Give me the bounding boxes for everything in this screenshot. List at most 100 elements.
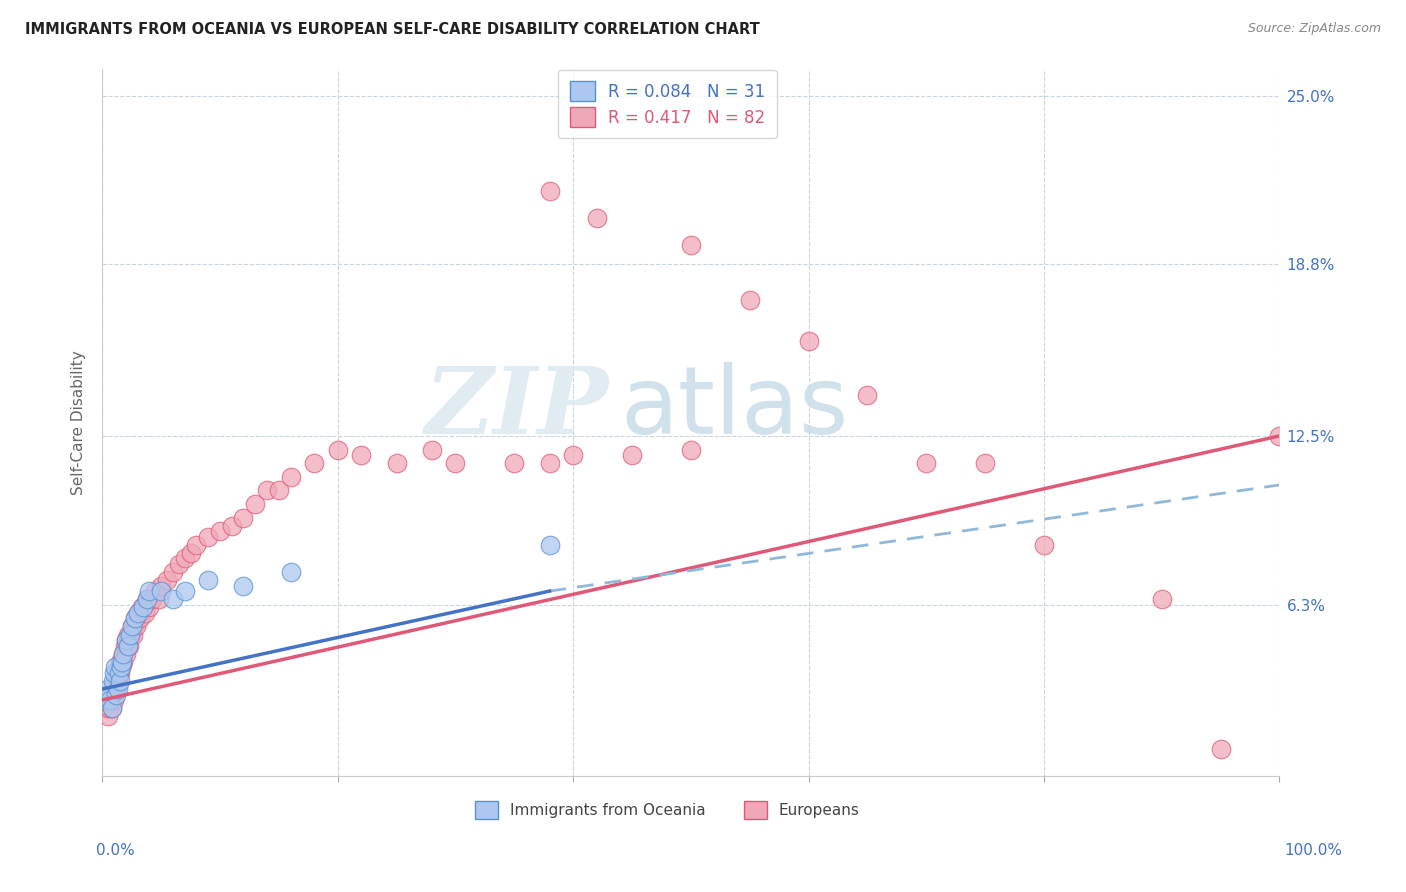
Point <box>121 627 143 641</box>
Point <box>111 655 134 669</box>
Point <box>104 673 127 688</box>
Point <box>98 688 121 702</box>
Point <box>232 579 254 593</box>
Point <box>143 584 166 599</box>
Point <box>108 673 131 688</box>
Point <box>562 448 585 462</box>
Point <box>101 673 124 688</box>
Point <box>679 238 702 252</box>
Point <box>585 211 607 226</box>
Text: 0.0%: 0.0% <box>96 843 135 857</box>
Point <box>136 592 159 607</box>
Point <box>107 673 129 688</box>
Point <box>208 524 231 539</box>
Point <box>124 611 146 625</box>
Point <box>127 606 149 620</box>
Point <box>114 639 136 653</box>
Point <box>100 701 122 715</box>
Point <box>127 606 149 620</box>
Point <box>141 592 163 607</box>
Point <box>162 592 184 607</box>
Point <box>245 497 267 511</box>
Point <box>117 627 139 641</box>
Point <box>280 565 302 579</box>
Point <box>114 633 136 648</box>
Point <box>538 538 561 552</box>
Point <box>100 701 122 715</box>
Point <box>97 682 120 697</box>
Point <box>110 660 132 674</box>
Point <box>131 600 153 615</box>
Point <box>112 647 135 661</box>
Point <box>105 682 128 697</box>
Point <box>173 584 195 599</box>
Point <box>120 627 142 641</box>
Point <box>138 600 160 615</box>
Point <box>797 334 820 348</box>
Point <box>112 655 135 669</box>
Point <box>150 584 173 599</box>
Point <box>118 639 141 653</box>
Point <box>197 573 219 587</box>
Point <box>738 293 761 307</box>
Point <box>385 456 408 470</box>
Point <box>97 709 120 723</box>
Point <box>538 184 561 198</box>
Point <box>111 655 134 669</box>
Point <box>112 647 135 661</box>
Point <box>114 647 136 661</box>
Point <box>107 682 129 697</box>
Point <box>1150 592 1173 607</box>
Point <box>103 682 125 697</box>
Point <box>444 456 467 470</box>
Point <box>108 655 131 669</box>
Point <box>94 693 117 707</box>
Point <box>108 665 131 680</box>
Text: 100.0%: 100.0% <box>1285 843 1343 857</box>
Point <box>326 442 349 457</box>
Point <box>1268 429 1291 443</box>
Point <box>94 701 117 715</box>
Text: IMMIGRANTS FROM OCEANIA VS EUROPEAN SELF-CARE DISABILITY CORRELATION CHART: IMMIGRANTS FROM OCEANIA VS EUROPEAN SELF… <box>25 22 761 37</box>
Point <box>105 665 128 680</box>
Point <box>107 660 129 674</box>
Point <box>1209 742 1232 756</box>
Point <box>162 565 184 579</box>
Point <box>103 693 125 707</box>
Point <box>117 639 139 653</box>
Point <box>114 633 136 648</box>
Point <box>179 546 201 560</box>
Point <box>267 483 290 498</box>
Point <box>280 470 302 484</box>
Point <box>121 619 143 633</box>
Point <box>128 611 150 625</box>
Point <box>620 448 643 462</box>
Point <box>1033 538 1056 552</box>
Point <box>173 551 195 566</box>
Point <box>156 573 179 587</box>
Point <box>124 611 146 625</box>
Point <box>136 592 159 607</box>
Point <box>150 579 173 593</box>
Point <box>96 693 118 707</box>
Point <box>100 693 122 707</box>
Point <box>115 639 138 653</box>
Point <box>98 688 121 702</box>
Point <box>101 688 124 702</box>
Point <box>121 619 143 633</box>
Point <box>125 619 148 633</box>
Point <box>350 448 373 462</box>
Point <box>110 660 132 674</box>
Point <box>100 682 122 697</box>
Point <box>148 592 170 607</box>
Text: ZIP: ZIP <box>425 363 609 453</box>
Point <box>134 606 156 620</box>
Point <box>167 557 190 571</box>
Point <box>974 456 997 470</box>
Point <box>186 538 208 552</box>
Point <box>302 456 325 470</box>
Point <box>117 633 139 648</box>
Point <box>420 442 443 457</box>
Y-axis label: Self-Care Disability: Self-Care Disability <box>72 350 86 495</box>
Point <box>103 665 125 680</box>
